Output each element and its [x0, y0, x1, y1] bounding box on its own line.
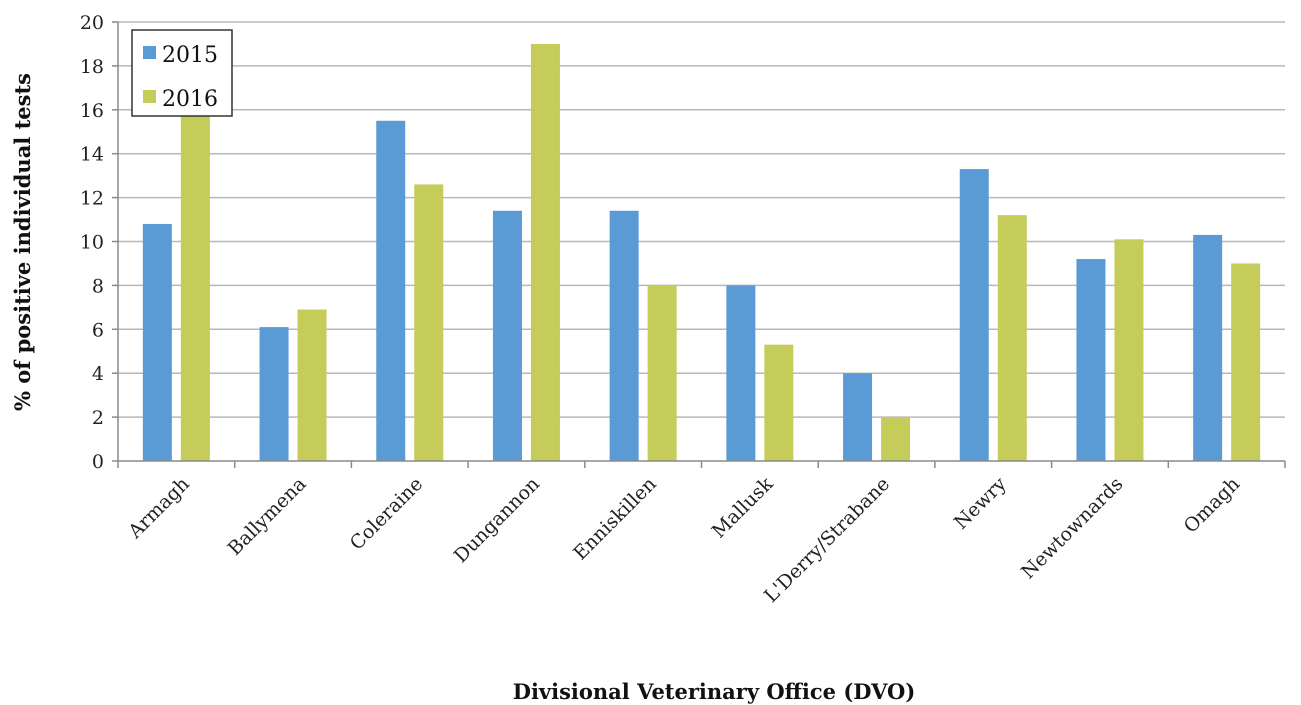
- y-tick-labels: 0 2 4 6 8 10 12 14 16 18 20: [80, 12, 104, 473]
- bar-2016-2: [414, 184, 444, 461]
- x-category-label: Ballymena: [224, 473, 311, 560]
- bar-2015-2: [376, 120, 406, 462]
- bar-2015-3: [492, 210, 522, 461]
- bar-2015-6: [843, 373, 873, 461]
- y-tick-label: 2: [92, 407, 104, 429]
- y-tick-label: 8: [92, 275, 104, 297]
- y-tick-label: 18: [80, 56, 104, 78]
- bars: [142, 43, 1261, 462]
- y-tick-label: 6: [92, 319, 104, 341]
- legend-swatch-2016: [143, 90, 156, 103]
- bar-2016-1: [297, 309, 327, 461]
- y-tick-label: 20: [80, 12, 104, 34]
- bar-2015-7: [959, 169, 989, 461]
- x-category-label: Omagh: [1180, 473, 1245, 538]
- y-tick-label: 0: [92, 451, 104, 473]
- y-axis-label: % of positive individual tests: [10, 73, 35, 411]
- axes: [112, 21, 1286, 468]
- bar-2016-9: [1231, 263, 1261, 461]
- legend-label-2016: 2016: [162, 87, 218, 112]
- bar-2015-5: [726, 285, 756, 461]
- x-category-label: L'Derry/Strabane: [760, 473, 894, 607]
- y-tick-label: 16: [80, 100, 104, 122]
- y-tick-label: 10: [80, 232, 104, 254]
- gridlines: [118, 21, 1285, 418]
- bar-2015-0: [142, 223, 172, 461]
- x-category-labels: Armagh Ballymena Coleraine Dungannon Enniski…: [123, 473, 1244, 607]
- legend: 2015 2016: [131, 29, 233, 117]
- bar-2015-4: [609, 210, 639, 461]
- bar-2015-8: [1076, 259, 1106, 461]
- bar-2016-5: [764, 344, 794, 461]
- bar-2016-4: [647, 285, 677, 461]
- x-category-label: Newtownards: [1017, 473, 1127, 583]
- bar-2016-3: [530, 43, 560, 461]
- x-category-label: Newry: [950, 473, 1011, 534]
- x-category-label: Enniskillen: [569, 473, 661, 565]
- bar-2016-7: [997, 215, 1027, 461]
- y-tick-label: 14: [80, 144, 104, 166]
- legend-label-2015: 2015: [162, 43, 218, 68]
- bar-2015-9: [1193, 234, 1223, 461]
- x-category-label: Armagh: [123, 473, 193, 543]
- bar-2015-1: [259, 327, 289, 461]
- x-category-label: Coleraine: [346, 473, 428, 555]
- bar-2016-8: [1114, 239, 1144, 461]
- bar-2016-0: [180, 109, 210, 462]
- x-category-label: Dungannon: [450, 473, 544, 567]
- legend-swatch-2015: [143, 46, 156, 59]
- x-category-label: Mallusk: [708, 473, 778, 543]
- y-tick-label: 12: [80, 188, 104, 210]
- bar-2016-6: [881, 417, 911, 461]
- x-axis-label: Divisional Veterinary Office (DVO): [513, 679, 916, 704]
- y-tick-label: 4: [92, 363, 104, 385]
